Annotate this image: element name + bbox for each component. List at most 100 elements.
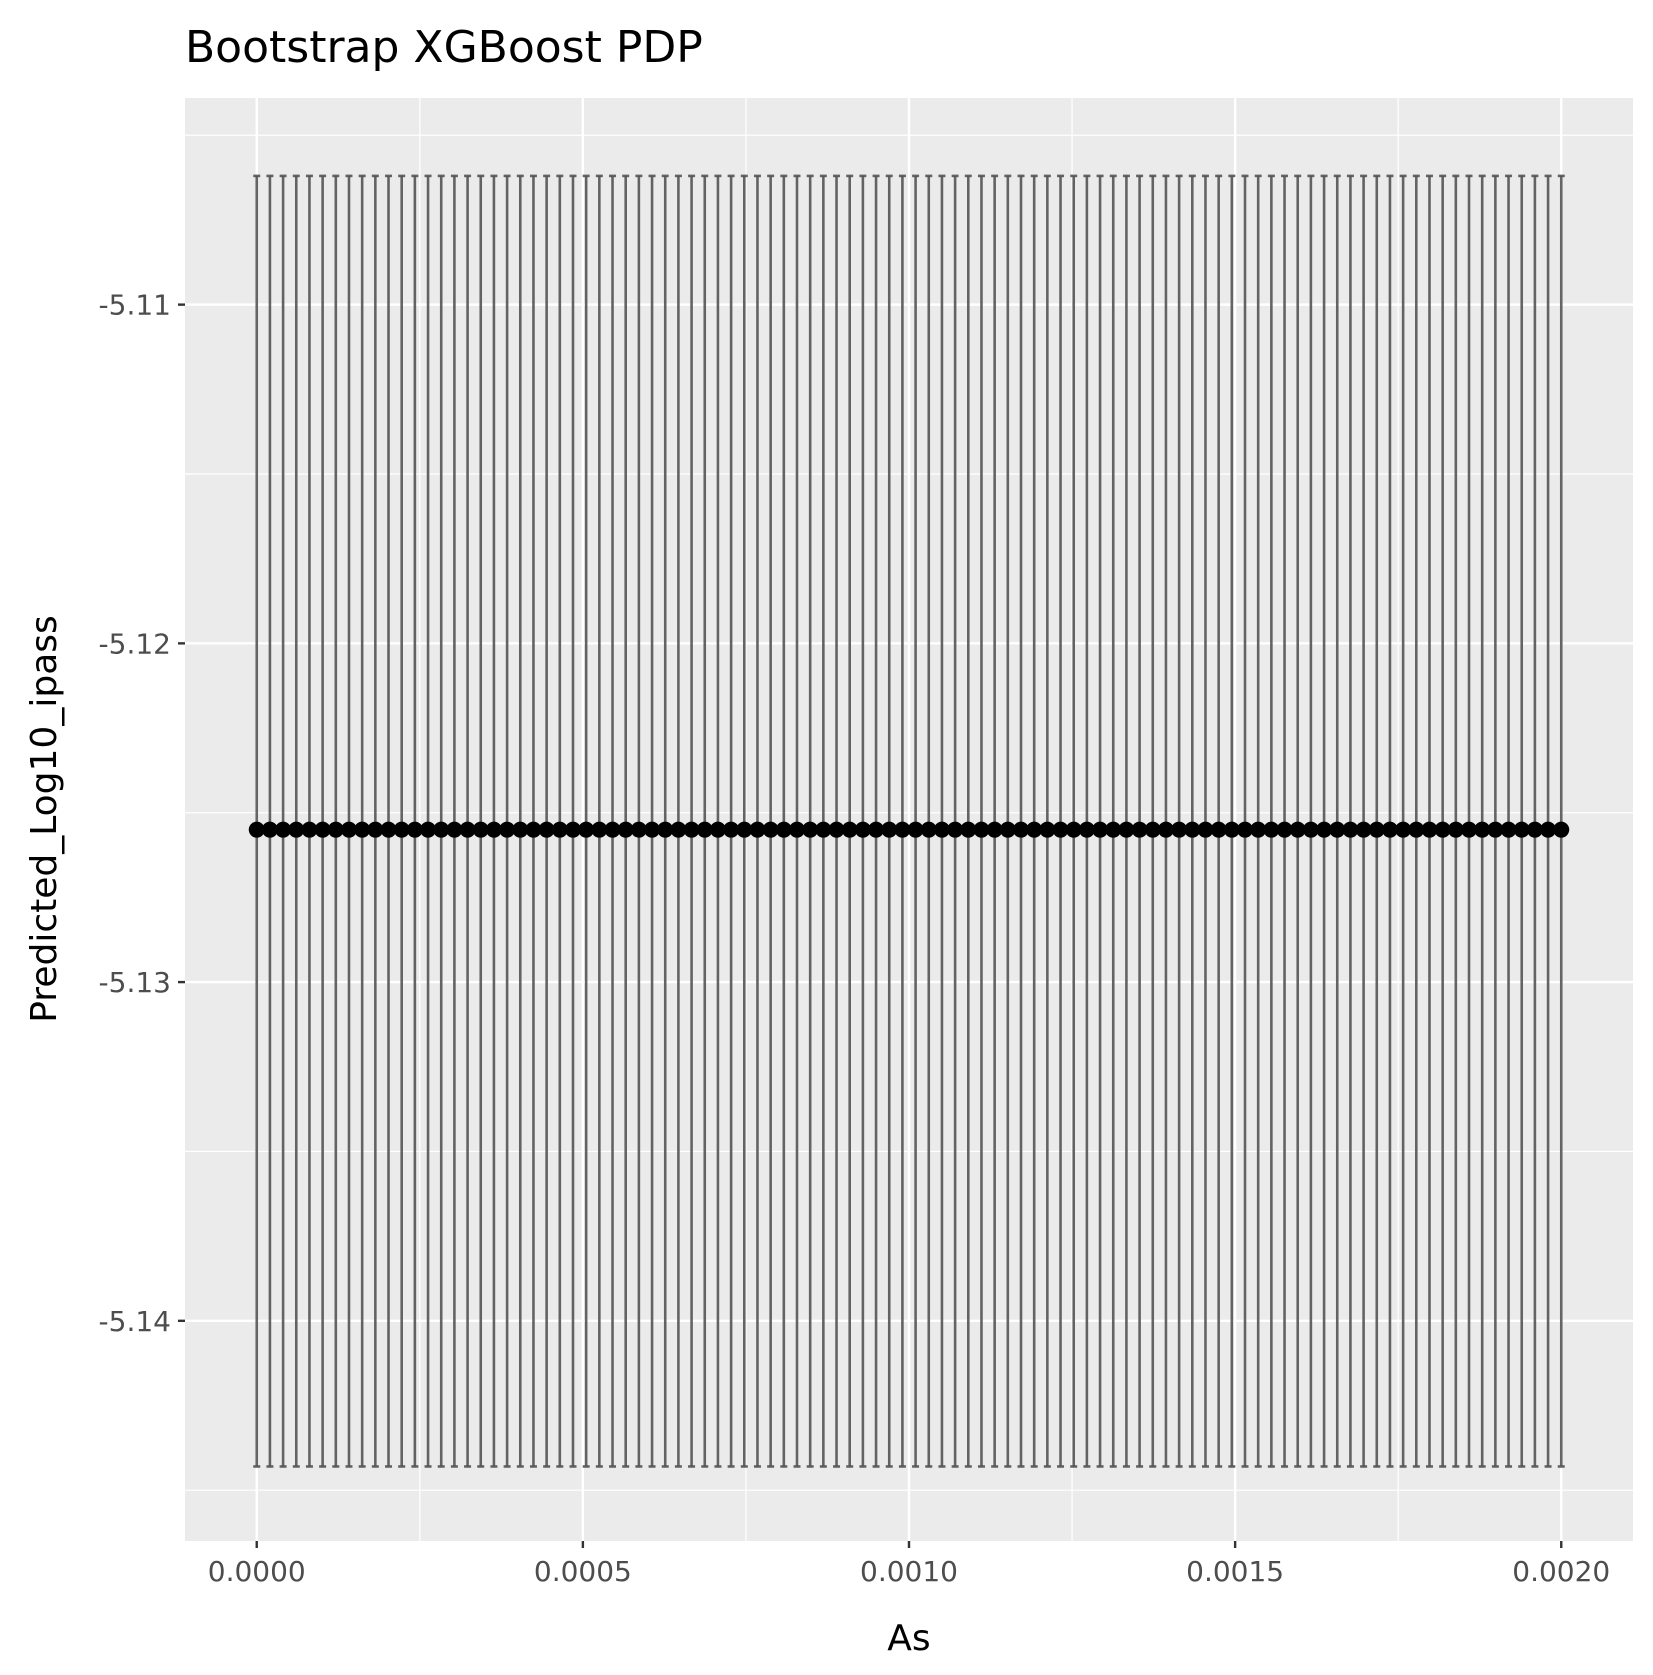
data-point-35 <box>709 821 726 838</box>
data-point-10 <box>380 821 397 838</box>
error-bar-34 <box>701 174 709 1468</box>
data-point-99 <box>1553 821 1570 838</box>
error-bar-51 <box>925 174 933 1468</box>
error-bar-52 <box>938 174 946 1468</box>
error-bar-17 <box>477 174 485 1468</box>
error-bar-9 <box>371 174 379 1468</box>
error-bar-3 <box>292 174 300 1468</box>
data-point-57 <box>999 821 1016 838</box>
error-bar-92 <box>1465 174 1473 1468</box>
chart-title: Bootstrap XGBoost PDP <box>185 22 703 73</box>
data-point-88 <box>1408 821 1425 838</box>
data-point-47 <box>868 821 885 838</box>
error-bar-46 <box>859 174 867 1468</box>
data-point-66 <box>1118 821 1135 838</box>
error-bar-4 <box>305 174 313 1468</box>
data-point-13 <box>420 821 437 838</box>
data-point-18 <box>485 821 502 838</box>
x-tick-label-0: 0.0000 <box>208 1555 306 1588</box>
error-bar-71 <box>1188 174 1196 1468</box>
data-point-38 <box>749 821 766 838</box>
data-point-92 <box>1461 821 1478 838</box>
x-axis-title: As <box>887 1618 930 1659</box>
data-point-55 <box>973 821 990 838</box>
error-bar-19 <box>503 174 511 1468</box>
error-bar-89 <box>1425 174 1433 1468</box>
error-bar-6 <box>332 174 340 1468</box>
data-point-2 <box>275 821 292 838</box>
data-point-71 <box>1184 821 1201 838</box>
error-bars <box>253 174 1565 1468</box>
error-bar-33 <box>688 174 696 1468</box>
error-bar-70 <box>1175 174 1183 1468</box>
data-point-1 <box>261 821 278 838</box>
data-point-89 <box>1421 821 1438 838</box>
error-bar-15 <box>450 174 458 1468</box>
error-bar-88 <box>1412 174 1420 1468</box>
data-point-21 <box>525 821 542 838</box>
error-bar-59 <box>1030 174 1038 1468</box>
data-point-30 <box>644 821 661 838</box>
error-bar-55 <box>977 174 985 1468</box>
error-bar-43 <box>819 174 827 1468</box>
data-point-40 <box>775 821 792 838</box>
data-point-34 <box>696 821 713 838</box>
data-point-23 <box>551 821 568 838</box>
error-bar-94 <box>1491 174 1499 1468</box>
data-point-41 <box>788 821 805 838</box>
error-bar-80 <box>1307 174 1315 1468</box>
data-points <box>248 821 1570 838</box>
x-tick-label-4: 0.0020 <box>1512 1555 1610 1588</box>
error-bar-54 <box>964 174 972 1468</box>
data-point-5 <box>314 821 331 838</box>
y-tick-label-1: -5.12 <box>99 627 171 660</box>
data-point-53 <box>947 821 964 838</box>
error-bar-61 <box>1057 174 1065 1468</box>
error-bar-97 <box>1531 174 1539 1468</box>
data-point-3 <box>288 821 305 838</box>
error-bar-48 <box>885 174 893 1468</box>
data-point-96 <box>1513 821 1530 838</box>
error-bar-8 <box>358 174 366 1468</box>
error-bar-78 <box>1281 174 1289 1468</box>
error-bar-30 <box>648 174 656 1468</box>
data-point-9 <box>367 821 384 838</box>
error-bar-10 <box>385 174 393 1468</box>
error-bar-27 <box>609 174 617 1468</box>
error-bar-12 <box>411 174 419 1468</box>
error-bar-44 <box>833 174 841 1468</box>
error-bar-73 <box>1215 174 1223 1468</box>
data-point-85 <box>1368 821 1385 838</box>
data-point-29 <box>630 821 647 838</box>
data-point-98 <box>1540 821 1557 838</box>
data-point-44 <box>828 821 845 838</box>
y-tick-label-0: -5.11 <box>99 289 171 322</box>
data-point-8 <box>354 821 371 838</box>
error-bar-81 <box>1320 174 1328 1468</box>
data-point-28 <box>617 821 634 838</box>
data-point-17 <box>472 821 489 838</box>
error-bar-69 <box>1162 174 1170 1468</box>
data-point-61 <box>1052 821 1069 838</box>
error-bar-16 <box>464 174 472 1468</box>
error-bar-56 <box>991 174 999 1468</box>
data-point-87 <box>1395 821 1412 838</box>
data-point-50 <box>907 821 924 838</box>
data-point-4 <box>301 821 318 838</box>
data-point-70 <box>1171 821 1188 838</box>
data-point-60 <box>1039 821 1056 838</box>
error-bar-50 <box>912 174 920 1468</box>
data-point-48 <box>881 821 898 838</box>
data-point-56 <box>986 821 1003 838</box>
data-point-14 <box>433 821 450 838</box>
data-point-84 <box>1355 821 1372 838</box>
error-bar-86 <box>1386 174 1394 1468</box>
error-bar-2 <box>279 174 287 1468</box>
data-point-91 <box>1447 821 1464 838</box>
data-point-52 <box>933 821 950 838</box>
data-point-74 <box>1223 821 1240 838</box>
error-bar-93 <box>1478 174 1486 1468</box>
data-point-69 <box>1157 821 1174 838</box>
data-point-82 <box>1329 821 1346 838</box>
error-bar-87 <box>1399 174 1407 1468</box>
